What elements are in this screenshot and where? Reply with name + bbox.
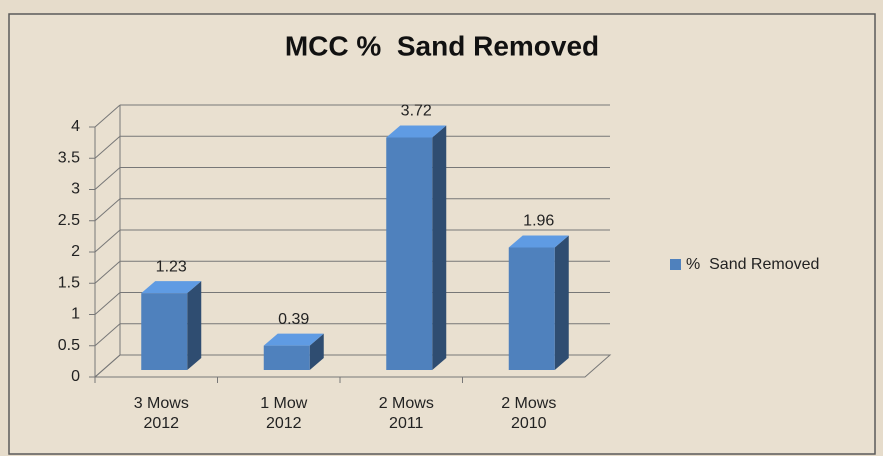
data-label: 1.23 bbox=[156, 258, 187, 275]
grid-line bbox=[94, 198, 121, 222]
grid-line bbox=[94, 229, 121, 253]
x-tick-label: 2 Mows 2010 bbox=[501, 395, 557, 432]
bar-top bbox=[386, 125, 447, 138]
bar-side bbox=[554, 235, 569, 370]
grid-line bbox=[94, 354, 121, 378]
y-tick-label: 1.5 bbox=[58, 274, 80, 291]
grid-line bbox=[94, 260, 121, 284]
legend-label: % Sand Removed bbox=[686, 256, 819, 273]
grid-line bbox=[94, 167, 121, 190]
x-tick-label: 1 Mow 2012 bbox=[260, 395, 308, 432]
y-tick-label: 0.5 bbox=[58, 337, 80, 354]
bar-side bbox=[432, 125, 447, 370]
data-label: 1.96 bbox=[523, 213, 554, 230]
y-tick-label: 2.5 bbox=[58, 212, 80, 229]
chart-title: MCC % Sand Removed bbox=[285, 30, 599, 61]
bar bbox=[141, 293, 188, 370]
bar-side bbox=[187, 281, 202, 370]
grid-line bbox=[94, 323, 121, 347]
y-tick-label: 2 bbox=[71, 243, 80, 260]
bar-top bbox=[141, 281, 202, 294]
grid-line bbox=[94, 135, 121, 159]
bar-top bbox=[508, 235, 569, 248]
y-tick-label: 3 bbox=[71, 181, 80, 198]
bar bbox=[508, 247, 555, 370]
y-tick-label: 3.5 bbox=[58, 149, 80, 166]
bar-side bbox=[309, 333, 324, 370]
bar-top bbox=[263, 333, 324, 346]
data-label: 3.72 bbox=[401, 103, 432, 120]
x-tick-label: 2 Mows 2011 bbox=[378, 395, 434, 432]
legend-swatch bbox=[670, 259, 681, 270]
grid-line bbox=[94, 292, 121, 315]
grid-line bbox=[94, 104, 121, 128]
data-label: 0.39 bbox=[278, 311, 309, 328]
bar bbox=[263, 345, 310, 370]
y-tick-label: 4 bbox=[71, 118, 80, 135]
y-tick-label: 0 bbox=[71, 368, 80, 385]
bar bbox=[386, 137, 433, 370]
y-tick-label: 1 bbox=[71, 306, 80, 323]
x-tick-label: 3 Mows 2012 bbox=[133, 395, 189, 432]
